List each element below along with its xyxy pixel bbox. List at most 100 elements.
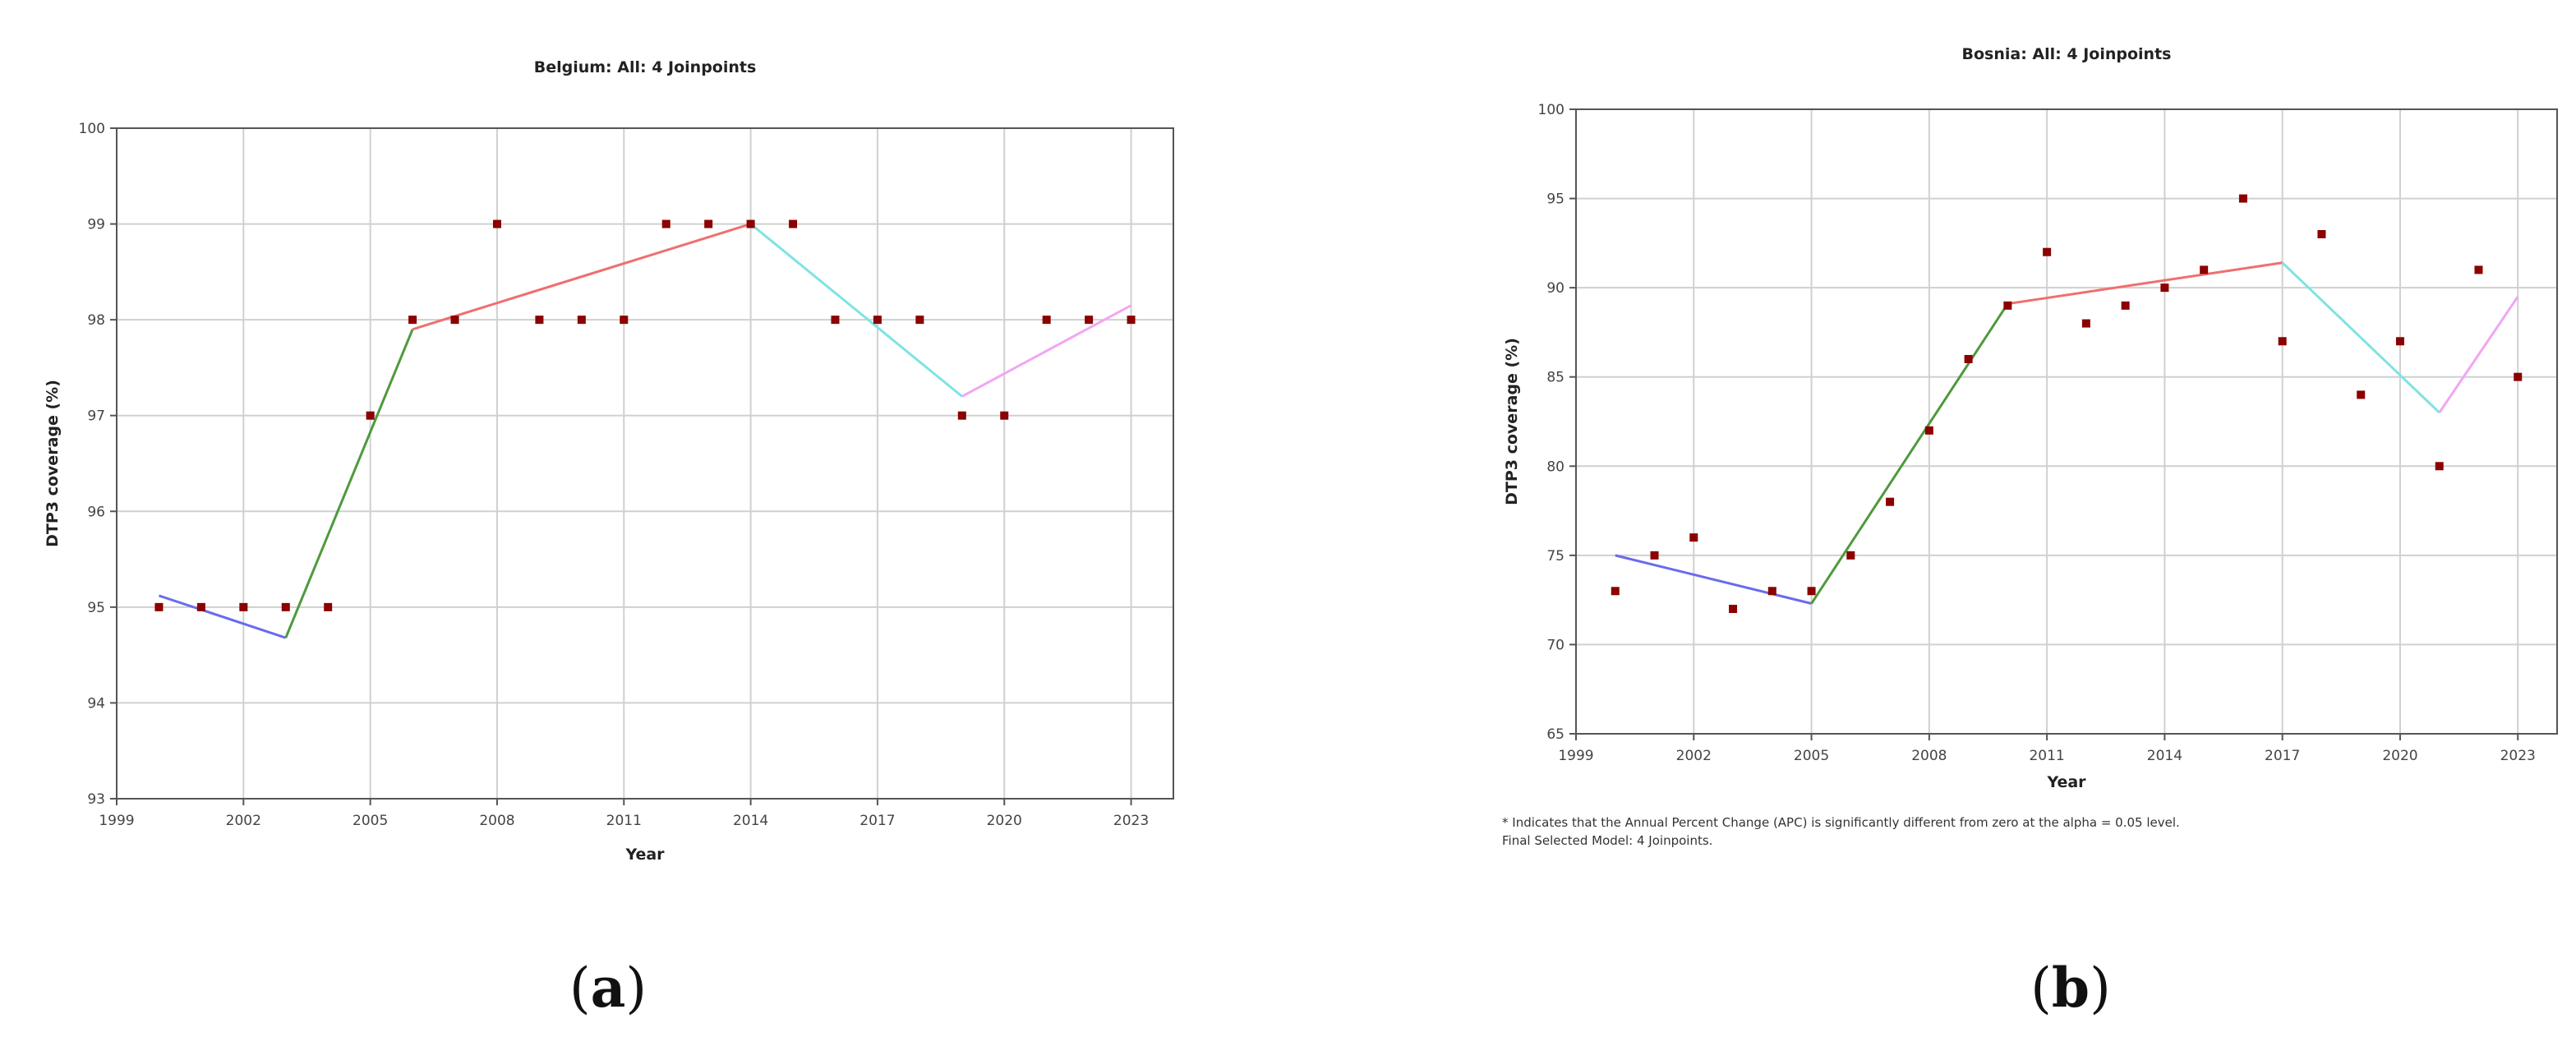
- data-point: [2395, 337, 2404, 346]
- trend-segment-1: [158, 594, 287, 639]
- x-tick-label: 2002: [226, 813, 261, 829]
- data-point: [620, 316, 629, 325]
- data-point: [661, 219, 670, 228]
- x-tick-label: 2017: [859, 813, 895, 829]
- y-axis-label: DTP3 coverage (%): [1503, 338, 1521, 505]
- caption-paren: ): [2090, 956, 2111, 1020]
- data-point: [408, 316, 417, 325]
- data-point: [2474, 265, 2483, 274]
- plot-area: [1575, 108, 2558, 735]
- caption-paren: (: [2030, 956, 2052, 1020]
- y-tick-label: 95: [87, 600, 105, 616]
- panel-caption: (a): [569, 956, 647, 1020]
- data-point: [1729, 605, 1738, 613]
- y-tick-label: 65: [1546, 726, 1564, 743]
- chart-title: Bosnia: All: 4 Joinpoints: [1962, 45, 2172, 63]
- data-point: [366, 411, 375, 420]
- data-point: [704, 219, 713, 228]
- data-point: [2435, 462, 2444, 471]
- y-tick-label: 95: [1546, 191, 1564, 208]
- data-point: [281, 602, 290, 611]
- caption-letter: a: [591, 956, 626, 1020]
- y-tick-label: 97: [87, 408, 105, 425]
- x-tick-label: 2005: [1794, 748, 1829, 764]
- x-tick-label: 1999: [99, 813, 134, 829]
- data-point: [831, 316, 840, 325]
- x-tick-label: 2023: [1113, 813, 1149, 829]
- x-tick-label: 2017: [2265, 748, 2300, 764]
- data-point: [1611, 587, 1620, 596]
- data-point: [2278, 337, 2287, 346]
- y-tick-label: 80: [1546, 459, 1564, 475]
- y-tick-label: 94: [87, 695, 105, 712]
- data-point: [535, 316, 544, 325]
- x-axis-label: Year: [624, 846, 665, 864]
- data-point: [1042, 316, 1051, 325]
- data-point: [2514, 372, 2523, 381]
- caption-paren: ): [625, 956, 647, 1020]
- data-point: [2121, 301, 2130, 310]
- data-point: [1085, 316, 1094, 325]
- caption-letter: b: [2052, 956, 2090, 1020]
- data-point: [154, 602, 164, 611]
- y-tick-label: 96: [87, 504, 105, 520]
- data-point: [1650, 551, 1659, 560]
- trend-segment-5: [961, 304, 1132, 398]
- chart-bosnia: Bosnia: All: 4 Joinpoints 1999 2002 2005 200…: [1502, 45, 2558, 1020]
- data-point: [492, 219, 501, 228]
- x-tick-label: 2008: [479, 813, 514, 829]
- gridlines: [1569, 108, 2557, 740]
- x-tick-label: 2005: [353, 813, 388, 829]
- data-point: [196, 602, 205, 611]
- x-tick-label: 2020: [2382, 748, 2417, 764]
- data-point: [239, 602, 248, 611]
- data-point: [746, 219, 755, 228]
- data-point: [2160, 283, 2169, 293]
- trend-segment-3: [2007, 261, 2283, 306]
- plot-area: [116, 127, 1174, 800]
- y-tick-label: 90: [1546, 280, 1564, 297]
- footnote: * Indicates that the Annual Percent Chan…: [1502, 815, 2180, 830]
- y-axis-label: DTP3 coverage (%): [44, 380, 62, 547]
- data-point: [1846, 551, 1855, 560]
- gridlines: [110, 127, 1173, 805]
- trend-segment-4: [2281, 261, 2440, 414]
- trend-segment-2: [284, 329, 414, 638]
- x-tick-label: 2011: [2029, 748, 2064, 764]
- data-point: [2003, 301, 2012, 310]
- trend-segment-5: [2438, 296, 2519, 413]
- y-tick-label: 100: [1538, 102, 1564, 118]
- trend-segment-3: [412, 223, 752, 331]
- x-tick-label: 2008: [1911, 748, 1947, 764]
- trend-segment-4: [749, 223, 963, 398]
- data-point: [577, 316, 586, 325]
- x-tick-label: 2023: [2500, 748, 2536, 764]
- y-tick-label: 99: [87, 217, 105, 233]
- data-point: [1807, 587, 1816, 596]
- data-point: [1000, 411, 1009, 420]
- data-point: [1689, 533, 1698, 542]
- data-point: [2317, 230, 2326, 238]
- data-point: [2238, 194, 2247, 203]
- y-tick-label: 70: [1546, 637, 1564, 653]
- caption-paren: (: [569, 956, 591, 1020]
- x-tick-label: 1999: [1558, 748, 1593, 764]
- data-point: [1127, 316, 1136, 325]
- x-axis-label: Year: [2046, 773, 2086, 791]
- y-tick-label: 98: [87, 312, 105, 329]
- trend-segment-1: [1615, 554, 1812, 605]
- data-point: [1924, 426, 1933, 435]
- data-point: [1964, 355, 1973, 363]
- x-tick-label: 2002: [1676, 748, 1712, 764]
- data-point: [957, 411, 966, 420]
- data-point: [2357, 390, 2366, 399]
- x-tick-label: 2014: [2147, 748, 2182, 764]
- y-tick-label: 93: [87, 791, 105, 808]
- data-point: [450, 316, 459, 325]
- data-point: [915, 316, 924, 325]
- y-tick-label: 75: [1546, 548, 1564, 565]
- y-tick-label: 85: [1546, 370, 1564, 386]
- chart-belgium: Belgium: All: 4 Joinpoints 1999 2002 2005 20…: [44, 58, 1174, 1020]
- data-point: [2043, 247, 2052, 256]
